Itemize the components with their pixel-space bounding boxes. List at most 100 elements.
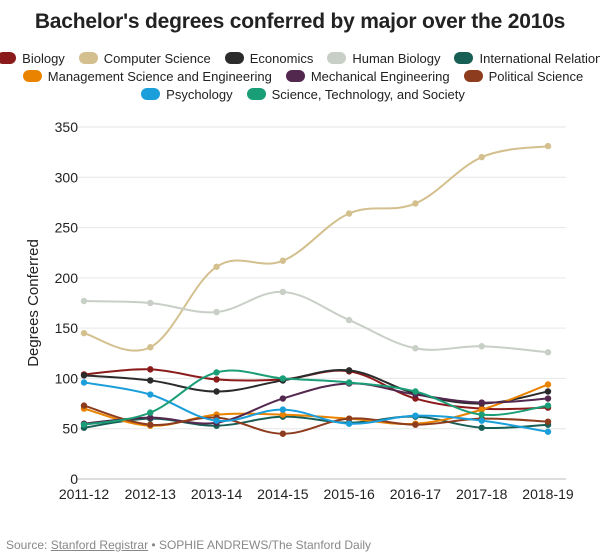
legend-item-computer-science[interactable]: Computer Science <box>78 51 211 66</box>
data-point[interactable] <box>478 343 485 350</box>
data-point[interactable] <box>147 414 154 421</box>
x-axis: 2011-12 2012-13 2013-14 2014-15 2015-16 2016-… <box>59 486 574 502</box>
legend-swatch <box>246 88 266 100</box>
legend-item-science-technology-society[interactable]: Science, Technology, and Society <box>246 87 465 102</box>
data-point[interactable] <box>544 142 552 150</box>
data-point[interactable] <box>213 388 220 395</box>
data-point[interactable] <box>147 299 154 307</box>
legend-swatch <box>224 52 244 64</box>
data-point[interactable] <box>279 395 287 402</box>
data-point[interactable] <box>412 412 419 419</box>
data-point[interactable] <box>345 316 353 324</box>
data-point[interactable] <box>345 367 353 374</box>
data-point[interactable] <box>147 409 154 416</box>
legend-label: Human Biology <box>352 50 441 66</box>
legend-label: Management Science and Engineering <box>47 68 272 84</box>
legend-item-political-science[interactable]: Political Science <box>463 69 583 84</box>
data-point[interactable] <box>213 263 220 270</box>
data-point[interactable] <box>279 375 287 382</box>
data-point[interactable] <box>478 406 485 413</box>
data-point[interactable] <box>412 200 419 207</box>
series-line-mechanical-engineering <box>83 382 549 425</box>
x-tick-label: 2016-17 <box>390 486 442 502</box>
data-point[interactable] <box>345 210 353 217</box>
series-computer-science <box>80 142 552 352</box>
data-point[interactable] <box>279 288 287 296</box>
data-point[interactable] <box>544 418 552 425</box>
legend-swatch <box>78 52 98 64</box>
source-prefix: Source: <box>6 538 51 552</box>
legend-label: Mechanical Engineering <box>310 68 450 84</box>
legend-item-biology[interactable]: Biology <box>0 51 65 66</box>
series-lines <box>80 142 552 437</box>
data-point[interactable] <box>279 411 287 418</box>
data-point[interactable] <box>279 406 287 413</box>
data-point[interactable] <box>147 344 154 351</box>
data-point[interactable] <box>544 388 552 395</box>
x-tick-label: 2015-16 <box>323 486 375 502</box>
data-point[interactable] <box>544 349 552 356</box>
x-tick-label: 2018-19 <box>522 486 574 502</box>
legend-item-management-science[interactable]: Management Science and Engineering <box>22 68 272 84</box>
legend-label: Psychology <box>166 86 233 102</box>
data-point[interactable] <box>147 377 154 384</box>
data-point[interactable] <box>478 411 485 418</box>
x-tick-label: 2014-15 <box>257 486 309 502</box>
series-human-biology <box>80 288 552 356</box>
data-point[interactable] <box>345 420 353 427</box>
data-point[interactable] <box>147 391 154 398</box>
data-point[interactable] <box>412 388 419 395</box>
y-axis: 0 50 100 150 200 250 300 350 <box>55 119 79 487</box>
data-point[interactable] <box>544 381 552 388</box>
legend-label: Biology <box>22 50 65 66</box>
data-point[interactable] <box>147 421 154 428</box>
legend-label: Economics <box>249 50 314 66</box>
data-point[interactable] <box>478 399 485 406</box>
legend-item-mechanical-engineering[interactable]: Mechanical Engineering <box>285 68 450 84</box>
series-line-computer-science <box>83 145 549 352</box>
source-link[interactable]: Stanford Registrar <box>50 538 149 552</box>
data-point[interactable] <box>213 369 220 376</box>
y-tick-label: 250 <box>55 220 79 236</box>
legend-item-human-biology[interactable]: Human Biology <box>327 51 440 66</box>
legend-swatch <box>327 52 347 64</box>
data-point[interactable] <box>213 308 220 316</box>
data-point[interactable] <box>80 402 88 409</box>
chart-title: Bachelor's degrees conferred by major ov… <box>34 10 566 33</box>
legend-swatch <box>141 88 161 100</box>
data-point[interactable] <box>478 153 485 161</box>
legend-item-international-relations[interactable]: International Relations <box>454 51 600 66</box>
data-point[interactable] <box>213 417 220 424</box>
data-point[interactable] <box>80 329 88 337</box>
data-point[interactable] <box>345 379 353 386</box>
data-point[interactable] <box>478 417 485 424</box>
data-point[interactable] <box>544 402 552 409</box>
series-science-technology-and-society <box>80 369 552 428</box>
data-point[interactable] <box>80 297 88 305</box>
grid <box>76 126 566 480</box>
source-note: Source: Stanford Registrar • SOPHIE ANDR… <box>6 538 371 552</box>
data-point[interactable] <box>544 428 552 435</box>
y-tick-label: 50 <box>62 421 78 437</box>
legend-item-psychology[interactable]: Psychology <box>141 86 233 102</box>
data-point[interactable] <box>345 415 353 422</box>
x-tick-label: 2013-14 <box>191 486 243 502</box>
y-tick-label: 0 <box>70 471 78 487</box>
legend-item-economics[interactable]: Economics <box>224 50 314 66</box>
data-point[interactable] <box>279 430 287 437</box>
data-point[interactable] <box>80 421 88 428</box>
series-line-science-technology-and-society <box>83 369 549 426</box>
data-point[interactable] <box>412 345 419 352</box>
legend-row-1: Biology Computer Science Economics Human… <box>0 49 600 67</box>
data-point[interactable] <box>213 376 220 383</box>
x-tick-label: 2011-12 <box>59 486 110 502</box>
data-point[interactable] <box>80 372 88 379</box>
data-point[interactable] <box>544 395 552 402</box>
data-point[interactable] <box>478 424 485 431</box>
y-tick-label: 300 <box>55 169 79 185</box>
data-point[interactable] <box>412 421 419 428</box>
data-point[interactable] <box>147 366 154 373</box>
data-point[interactable] <box>279 257 287 264</box>
data-point[interactable] <box>80 379 88 386</box>
